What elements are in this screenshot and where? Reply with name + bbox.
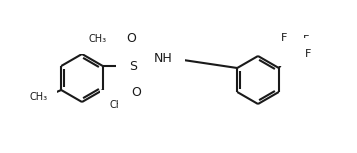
Text: CH₃: CH₃	[29, 92, 47, 102]
Text: O: O	[131, 86, 141, 99]
Text: F: F	[303, 35, 309, 45]
Text: C: C	[290, 45, 298, 55]
Text: F: F	[281, 33, 287, 43]
Text: O: O	[126, 32, 136, 45]
Text: NH: NH	[154, 52, 172, 65]
Text: CH₃: CH₃	[110, 100, 128, 110]
Text: CH₃: CH₃	[89, 34, 107, 44]
Text: S: S	[129, 60, 137, 73]
Text: F: F	[305, 49, 311, 59]
